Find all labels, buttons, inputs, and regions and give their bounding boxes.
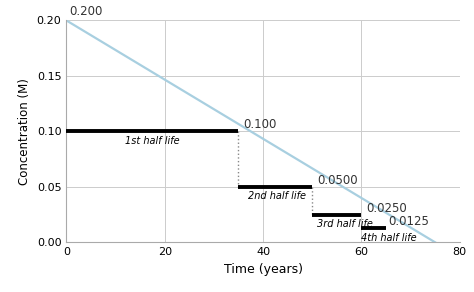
Text: 0.0250: 0.0250 (366, 201, 407, 215)
Text: 0.0500: 0.0500 (317, 174, 358, 187)
Text: 0.100: 0.100 (244, 118, 277, 131)
Text: 3rd half life: 3rd half life (317, 219, 373, 229)
Y-axis label: Concentration (M): Concentration (M) (18, 78, 31, 185)
X-axis label: Time (years): Time (years) (224, 263, 302, 276)
Text: 4th half life: 4th half life (361, 234, 417, 244)
Text: 0.0125: 0.0125 (389, 215, 429, 228)
Text: 2nd half life: 2nd half life (248, 191, 306, 201)
Text: 0.200: 0.200 (69, 5, 102, 18)
Text: 1st half life: 1st half life (125, 136, 180, 146)
